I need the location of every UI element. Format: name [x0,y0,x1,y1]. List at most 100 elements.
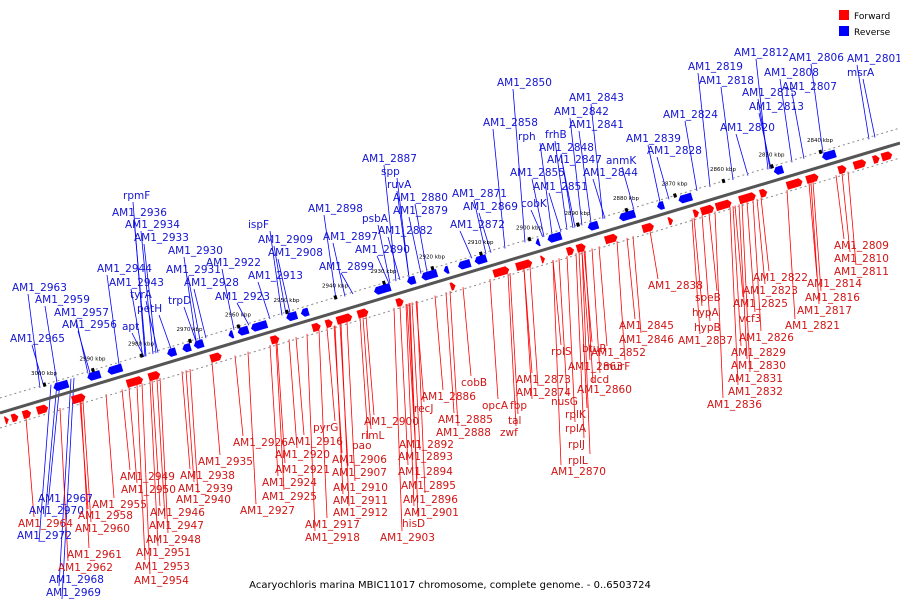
reverse-gene-label[interactable]: AM1_2933 [134,232,189,244]
forward-gene-label[interactable]: AM1_2924 [262,477,317,489]
reverse-gene-arrow[interactable] [821,149,837,161]
forward-gene-label[interactable]: AM1_2826 [739,332,794,344]
forward-gene-label[interactable]: AM1_2927 [240,505,295,517]
forward-gene-label[interactable]: rplK [565,409,587,421]
forward-gene-arrow[interactable] [738,191,757,205]
forward-gene-arrow[interactable] [324,318,334,329]
reverse-gene-label[interactable]: AM1_2819 [688,61,743,73]
forward-gene-label[interactable]: AM1_2955 [92,499,147,511]
forward-gene-label[interactable]: zwf [500,427,518,439]
forward-gene-arrow[interactable] [21,409,33,419]
reverse-gene-label[interactable]: AM1_2908 [268,247,323,259]
reverse-gene-arrow[interactable] [250,320,269,332]
reverse-gene-arrow[interactable] [373,283,392,296]
forward-gene-arrow[interactable] [699,204,715,216]
reverse-gene-arrow[interactable] [237,325,250,337]
forward-gene-arrow[interactable] [837,164,847,175]
reverse-gene-label[interactable]: ruvA [387,179,412,191]
reverse-gene-label[interactable]: AM1_2839 [626,133,681,145]
reverse-gene-label[interactable]: anmK [606,155,637,167]
reverse-gene-arrow[interactable] [443,265,450,275]
forward-gene-label[interactable]: AM1_2873 [516,374,571,386]
forward-gene-label[interactable]: AM1_2964 [18,518,73,530]
forward-gene-arrow[interactable] [125,375,145,388]
forward-gene-label[interactable]: AM1_2894 [398,466,453,478]
reverse-gene-label[interactable]: AM1_2922 [206,257,261,269]
forward-gene-label[interactable]: AM1_2845 [619,320,674,332]
forward-gene-label[interactable]: recJ [414,403,433,415]
reverse-gene-label[interactable]: msrA [847,67,875,79]
forward-gene-label[interactable]: AM1_2958 [78,510,133,522]
reverse-gene-label[interactable]: AM1_2969 [46,587,101,599]
reverse-gene-label[interactable]: AM1_2818 [699,75,754,87]
forward-gene-arrow[interactable] [692,208,701,218]
forward-gene-label[interactable]: AM1_2918 [305,532,360,544]
forward-gene-label[interactable]: btuR [582,343,607,355]
forward-gene-label[interactable]: AM1_2916 [288,436,343,448]
reverse-gene-label[interactable]: AM1_2931 [166,264,221,276]
forward-gene-label[interactable]: hypB [694,322,721,334]
forward-gene-label[interactable]: AM1_2961 [67,549,122,561]
reverse-gene-label[interactable]: spp [381,166,400,178]
reverse-gene-label[interactable]: AM1_2970 [29,505,84,517]
forward-gene-label[interactable]: AM1_2836 [707,399,762,411]
reverse-gene-arrow[interactable] [546,231,563,244]
reverse-gene-label[interactable]: AM1_2944 [97,263,152,275]
reverse-gene-label[interactable]: AM1_2967 [38,493,93,505]
forward-gene-label[interactable]: AM1_2892 [399,439,454,451]
reverse-gene-label[interactable]: AM1_2956 [62,319,117,331]
reverse-gene-label[interactable]: AM1_2871 [452,188,507,200]
forward-gene-label[interactable]: AM1_2954 [134,575,189,587]
reverse-gene-label[interactable]: AM1_2879 [393,205,448,217]
forward-gene-label[interactable]: hisD [402,518,425,530]
forward-gene-label[interactable]: nusG [551,396,578,408]
forward-gene-label[interactable]: murF [603,361,630,373]
forward-gene-arrow[interactable] [871,154,881,164]
reverse-gene-label[interactable]: AM1_2887 [362,153,417,165]
reverse-gene-label[interactable]: AM1_2872 [450,219,505,231]
forward-gene-label[interactable]: AM1_2906 [332,454,387,466]
reverse-gene-label[interactable]: AM1_2842 [554,106,609,118]
reverse-gene-arrow[interactable] [300,307,310,318]
reverse-gene-label[interactable]: AM1_2813 [749,101,804,113]
reverse-gene-label[interactable]: AM1_2851 [533,181,588,193]
forward-gene-arrow[interactable] [311,322,322,333]
forward-gene-arrow[interactable] [667,216,674,226]
forward-gene-label[interactable]: AM1_2947 [149,520,204,532]
reverse-gene-arrow[interactable] [677,192,694,205]
forward-gene-arrow[interactable] [70,393,87,405]
forward-gene-label[interactable]: AM1_2901 [404,507,459,519]
forward-gene-label[interactable]: AM1_2837 [678,335,733,347]
reverse-gene-arrow[interactable] [193,339,205,350]
forward-gene-label[interactable]: AM1_2888 [436,427,491,439]
forward-gene-label[interactable]: AM1_2821 [785,320,840,332]
reverse-gene-label[interactable]: AM1_2880 [393,192,448,204]
reverse-gene-label[interactable]: AM1_2959 [35,294,90,306]
reverse-gene-label[interactable]: AM1_2968 [49,574,104,586]
forward-gene-label[interactable]: AM1_2860 [577,384,632,396]
reverse-gene-arrow[interactable] [656,201,666,211]
forward-gene-label[interactable]: AM1_2962 [58,562,113,574]
reverse-gene-label[interactable]: AM1_2847 [547,154,602,166]
reverse-gene-label[interactable]: AM1_2934 [125,219,180,231]
reverse-gene-arrow[interactable] [534,238,541,247]
forward-gene-label[interactable]: AM1_2830 [731,360,786,372]
forward-gene-label[interactable]: AM1_2893 [398,451,453,463]
reverse-gene-label[interactable]: AM1_2909 [258,234,313,246]
forward-gene-arrow[interactable] [3,416,10,425]
forward-gene-label[interactable]: AM1_2816 [805,292,860,304]
forward-gene-arrow[interactable] [540,255,546,264]
reverse-gene-arrow[interactable] [457,259,472,270]
forward-gene-arrow[interactable] [565,246,575,256]
forward-gene-label[interactable]: AM1_2817 [797,305,852,317]
forward-gene-label[interactable]: AM1_2814 [807,278,862,290]
forward-gene-arrow[interactable] [449,282,457,291]
reverse-gene-label[interactable]: AM1_2841 [569,119,624,131]
forward-gene-arrow[interactable] [10,413,20,423]
reverse-gene-label[interactable]: AM1_2801 [847,53,900,65]
forward-gene-label[interactable]: vcf3 [739,313,761,325]
forward-gene-label[interactable]: AM1_2832 [728,386,783,398]
forward-gene-label[interactable]: AM1_2911 [333,495,388,507]
forward-gene-label[interactable]: AM1_2946 [150,507,205,519]
forward-gene-label[interactable]: AM1_2917 [305,519,360,531]
